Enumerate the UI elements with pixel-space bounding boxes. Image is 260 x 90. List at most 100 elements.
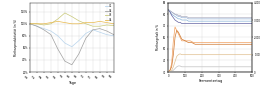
V2 bbox=[98, 28, 101, 29]
V2 bbox=[229, 44, 232, 45]
V1 bbox=[195, 21, 198, 22]
V2 bbox=[42, 29, 46, 30]
V2 bbox=[77, 53, 80, 54]
V1 bbox=[91, 29, 94, 30]
V2 bbox=[224, 23, 227, 24]
V3 bbox=[187, 54, 190, 55]
V3 bbox=[185, 17, 188, 18]
Y-axis label: Methanproduktivität (in %): Methanproduktivität (in %) bbox=[14, 19, 18, 56]
V3 bbox=[229, 54, 232, 55]
V2 bbox=[249, 44, 252, 45]
Line: V2: V2 bbox=[168, 30, 252, 72]
V3 bbox=[42, 24, 46, 26]
V2 bbox=[187, 42, 190, 43]
Line: V4: V4 bbox=[168, 10, 252, 18]
V2 bbox=[187, 23, 190, 24]
V1 bbox=[28, 23, 31, 24]
V3 bbox=[179, 53, 182, 54]
V4 bbox=[195, 66, 198, 67]
Line: V1: V1 bbox=[168, 10, 252, 21]
V3 bbox=[229, 18, 232, 19]
V1 bbox=[167, 9, 170, 10]
V1 bbox=[249, 21, 252, 22]
V1 bbox=[84, 33, 87, 34]
V4 bbox=[249, 66, 252, 67]
V3 bbox=[49, 23, 53, 24]
V4 bbox=[35, 23, 38, 24]
V3 bbox=[28, 23, 31, 24]
V2 bbox=[91, 29, 94, 30]
V1 bbox=[229, 42, 232, 43]
V1 bbox=[105, 34, 108, 35]
X-axis label: Fermentertag: Fermentertag bbox=[198, 79, 222, 83]
V4 bbox=[187, 17, 190, 18]
V3 bbox=[167, 71, 170, 73]
V4 bbox=[49, 22, 53, 23]
V1 bbox=[251, 42, 254, 43]
Line: V4: V4 bbox=[30, 21, 114, 24]
V2 bbox=[195, 23, 198, 24]
Line: V2: V2 bbox=[30, 24, 114, 65]
V1 bbox=[173, 26, 177, 28]
V4 bbox=[185, 16, 188, 17]
Line: V2: V2 bbox=[168, 10, 252, 23]
V4 bbox=[77, 23, 80, 24]
Line: V4: V4 bbox=[168, 66, 252, 72]
V1 bbox=[224, 21, 227, 22]
Line: V1: V1 bbox=[30, 24, 114, 47]
V2 bbox=[251, 44, 254, 45]
V3 bbox=[105, 24, 108, 26]
Y-axis label: Methangehalt in %: Methangehalt in % bbox=[156, 24, 160, 50]
V4 bbox=[56, 21, 60, 22]
V4 bbox=[187, 66, 190, 67]
V1 bbox=[42, 28, 46, 29]
V4 bbox=[224, 66, 227, 67]
V2 bbox=[63, 61, 66, 62]
V3 bbox=[187, 18, 190, 19]
V4 bbox=[195, 17, 198, 18]
V4 bbox=[177, 65, 180, 67]
V1 bbox=[187, 40, 190, 41]
V1 bbox=[63, 43, 66, 44]
V2 bbox=[249, 23, 252, 24]
V1 bbox=[229, 21, 232, 22]
V4 bbox=[194, 66, 197, 67]
V1 bbox=[249, 42, 252, 43]
V2 bbox=[70, 64, 73, 65]
V3 bbox=[195, 18, 198, 19]
V3 bbox=[251, 54, 254, 55]
V3 bbox=[194, 18, 197, 19]
V4 bbox=[105, 22, 108, 23]
V1 bbox=[77, 40, 80, 41]
V3 bbox=[194, 54, 197, 55]
V3 bbox=[56, 18, 60, 20]
Line: V3: V3 bbox=[168, 54, 252, 72]
V3 bbox=[84, 23, 87, 24]
V2 bbox=[49, 34, 53, 35]
V1 bbox=[49, 31, 53, 32]
V3 bbox=[224, 54, 227, 55]
V4 bbox=[251, 66, 254, 67]
V3 bbox=[224, 18, 227, 19]
V4 bbox=[167, 9, 170, 10]
V4 bbox=[167, 71, 170, 73]
V2 bbox=[195, 44, 198, 45]
V1 bbox=[194, 42, 197, 43]
V2 bbox=[84, 38, 87, 39]
V1 bbox=[70, 46, 73, 47]
V3 bbox=[249, 18, 252, 19]
V3 bbox=[195, 54, 198, 55]
V1 bbox=[35, 26, 38, 27]
V4 bbox=[91, 22, 94, 23]
V4 bbox=[70, 23, 73, 24]
V4 bbox=[251, 17, 254, 18]
V2 bbox=[167, 71, 170, 73]
V2 bbox=[194, 44, 197, 45]
V3 bbox=[249, 54, 252, 55]
V4 bbox=[224, 17, 227, 18]
V1 bbox=[224, 42, 227, 43]
V3 bbox=[70, 16, 73, 17]
V1 bbox=[112, 35, 115, 36]
V3 bbox=[91, 26, 94, 27]
V1 bbox=[195, 42, 198, 43]
